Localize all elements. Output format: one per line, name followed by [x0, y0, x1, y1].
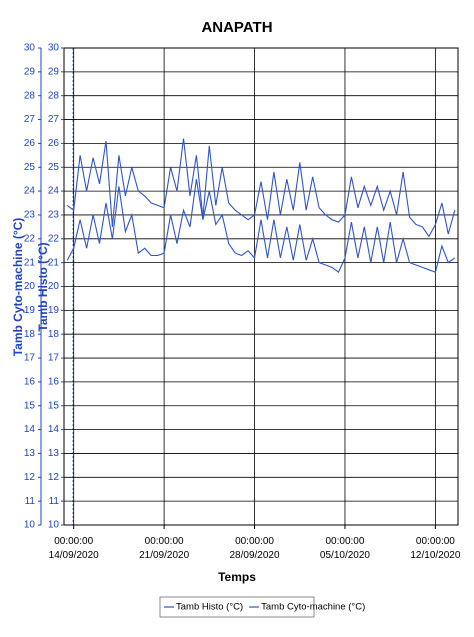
y2-tick-label: 17 [24, 353, 36, 364]
y-tick-label: 30 [48, 43, 60, 54]
y2-tick-label: 30 [24, 43, 36, 54]
y2-tick-label: 23 [24, 210, 36, 221]
y2-tick-label: 15 [24, 400, 36, 411]
legend-label: Tamb Cyto-machine (°C) [261, 602, 365, 613]
y2-tick-label: 22 [24, 233, 36, 244]
y-tick-label: 23 [48, 210, 60, 221]
x-axis-title: Temps [218, 570, 256, 584]
y-tick-label: 24 [48, 186, 60, 197]
series-line [66, 138, 456, 238]
y-tick-label: 11 [49, 496, 60, 507]
y-tick-label: 15 [48, 400, 60, 411]
x-tick-label: 00:00:00 28/09/2020 [230, 536, 280, 561]
y-tick-label: 13 [48, 448, 60, 459]
y-tick-label: 28 [48, 90, 60, 101]
y2-tick-label: 16 [24, 377, 36, 388]
y-tick-label: 20 [48, 281, 60, 292]
y-tick-label: 22 [48, 233, 60, 244]
legend-label: Tamb Histo (°C) [176, 602, 243, 613]
y2-tick-label: 10 [24, 520, 36, 531]
y2-tick-label: 25 [24, 162, 36, 173]
y2-tick-label: 12 [24, 472, 36, 483]
y2-tick-label: 21 [24, 257, 36, 268]
y2-tick-label: 28 [24, 90, 36, 101]
y-tick-label: 14 [48, 424, 60, 435]
y2-tick-label: 13 [24, 448, 36, 459]
y-tick-label: 18 [48, 329, 60, 340]
y-tick-label: 12 [48, 472, 60, 483]
y2-tick-label: 19 [24, 305, 36, 316]
y2-tick-label: 27 [24, 114, 36, 125]
series-line [66, 179, 456, 274]
y-tick-label: 27 [48, 114, 60, 125]
y2-tick-label: 26 [24, 138, 36, 149]
y-tick-label: 26 [48, 138, 60, 149]
x-tick-label: 00:00:00 14/09/2020 [49, 536, 99, 561]
legend-box [159, 596, 315, 618]
y-tick-label: 25 [48, 162, 60, 173]
y2-tick-label: 18 [24, 329, 36, 340]
y2-tick-label: 24 [24, 186, 36, 197]
y2-tick-label: 20 [24, 281, 36, 292]
y2-axis-title: Tamb Cyto-machine (°C) [11, 218, 25, 357]
y-tick-label: 16 [48, 377, 60, 388]
y2-tick-label: 14 [24, 424, 36, 435]
y-tick-label: 21 [48, 257, 60, 268]
x-tick-label: 00:00:00 05/10/2020 [320, 536, 370, 561]
x-tick-label: 00:00:00 21/09/2020 [139, 536, 189, 561]
x-tick-label: 00:00:00 12/10/2020 [410, 536, 460, 561]
y-tick-label: 10 [48, 520, 60, 531]
y-tick-label: 17 [48, 353, 60, 364]
y2-tick-label: 11 [25, 496, 36, 507]
y-tick-label: 29 [48, 66, 60, 77]
chart-title: ANAPATH [201, 19, 272, 36]
y2-tick-label: 29 [24, 66, 36, 77]
y-axis-title: Tamb Histo (°C) [36, 242, 50, 331]
y-tick-label: 19 [48, 305, 60, 316]
